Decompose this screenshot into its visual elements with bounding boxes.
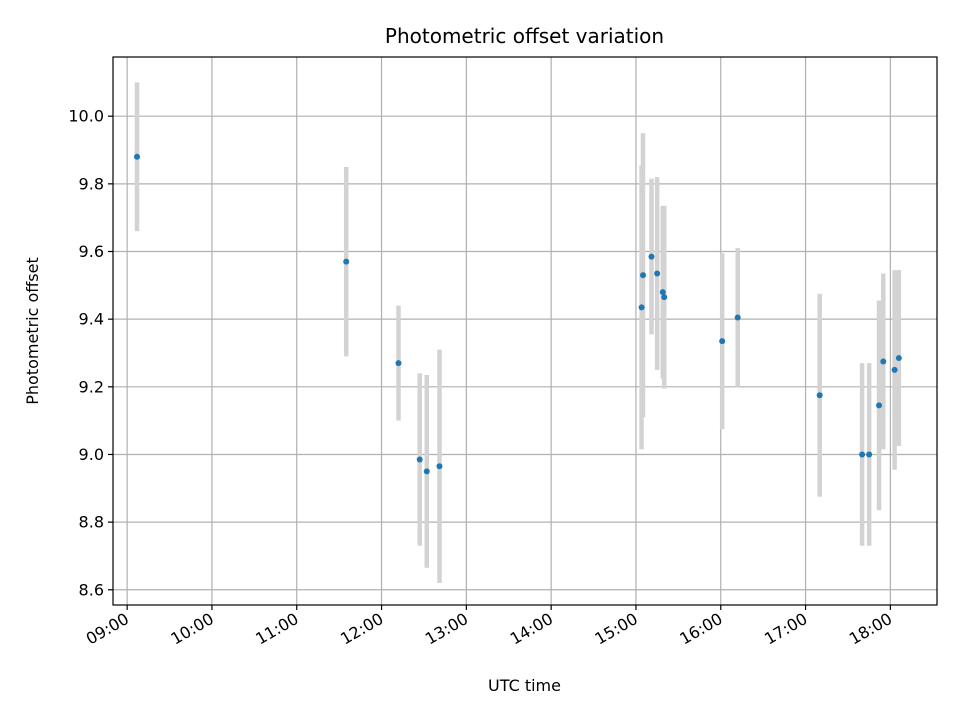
data-point	[648, 253, 655, 260]
y-axis-ticks: 8.6 8.8 9.0 9.2 9.4 9.6 9.8 10.0	[68, 107, 113, 599]
y-tick-label: 9.4	[79, 310, 104, 329]
data-point	[134, 153, 141, 160]
data-point	[395, 360, 402, 367]
data-point	[734, 314, 741, 321]
data-point	[891, 366, 898, 373]
data-point	[876, 402, 883, 409]
y-tick-label: 9.2	[79, 377, 104, 396]
data-point	[654, 270, 661, 277]
data-point	[423, 468, 430, 475]
plot-frame	[112, 56, 938, 606]
data-points	[134, 153, 902, 475]
y-tick-label: 9.8	[79, 174, 104, 193]
data-point	[638, 304, 645, 311]
data-point	[719, 338, 726, 345]
data-point	[661, 294, 668, 301]
y-tick-label: 9.6	[79, 242, 104, 261]
y-tick-label: 9.0	[79, 445, 104, 464]
data-point	[343, 258, 350, 265]
grid-lines	[113, 57, 937, 605]
data-point	[816, 392, 823, 399]
data-point	[640, 272, 647, 279]
data-point	[416, 456, 423, 463]
y-axis-title: Photometric offset	[23, 257, 42, 405]
y-tick-label: 8.6	[79, 580, 104, 599]
data-point	[659, 289, 666, 296]
data-point	[866, 451, 873, 458]
data-point	[436, 463, 443, 470]
data-point	[895, 355, 902, 362]
y-tick-label: 10.0	[68, 107, 104, 126]
data-point	[859, 451, 866, 458]
y-tick-label: 8.8	[79, 513, 104, 532]
x-axis-title: UTC time	[488, 676, 561, 695]
chart-title: Photometric offset variation	[385, 24, 664, 48]
data-point	[880, 358, 887, 365]
